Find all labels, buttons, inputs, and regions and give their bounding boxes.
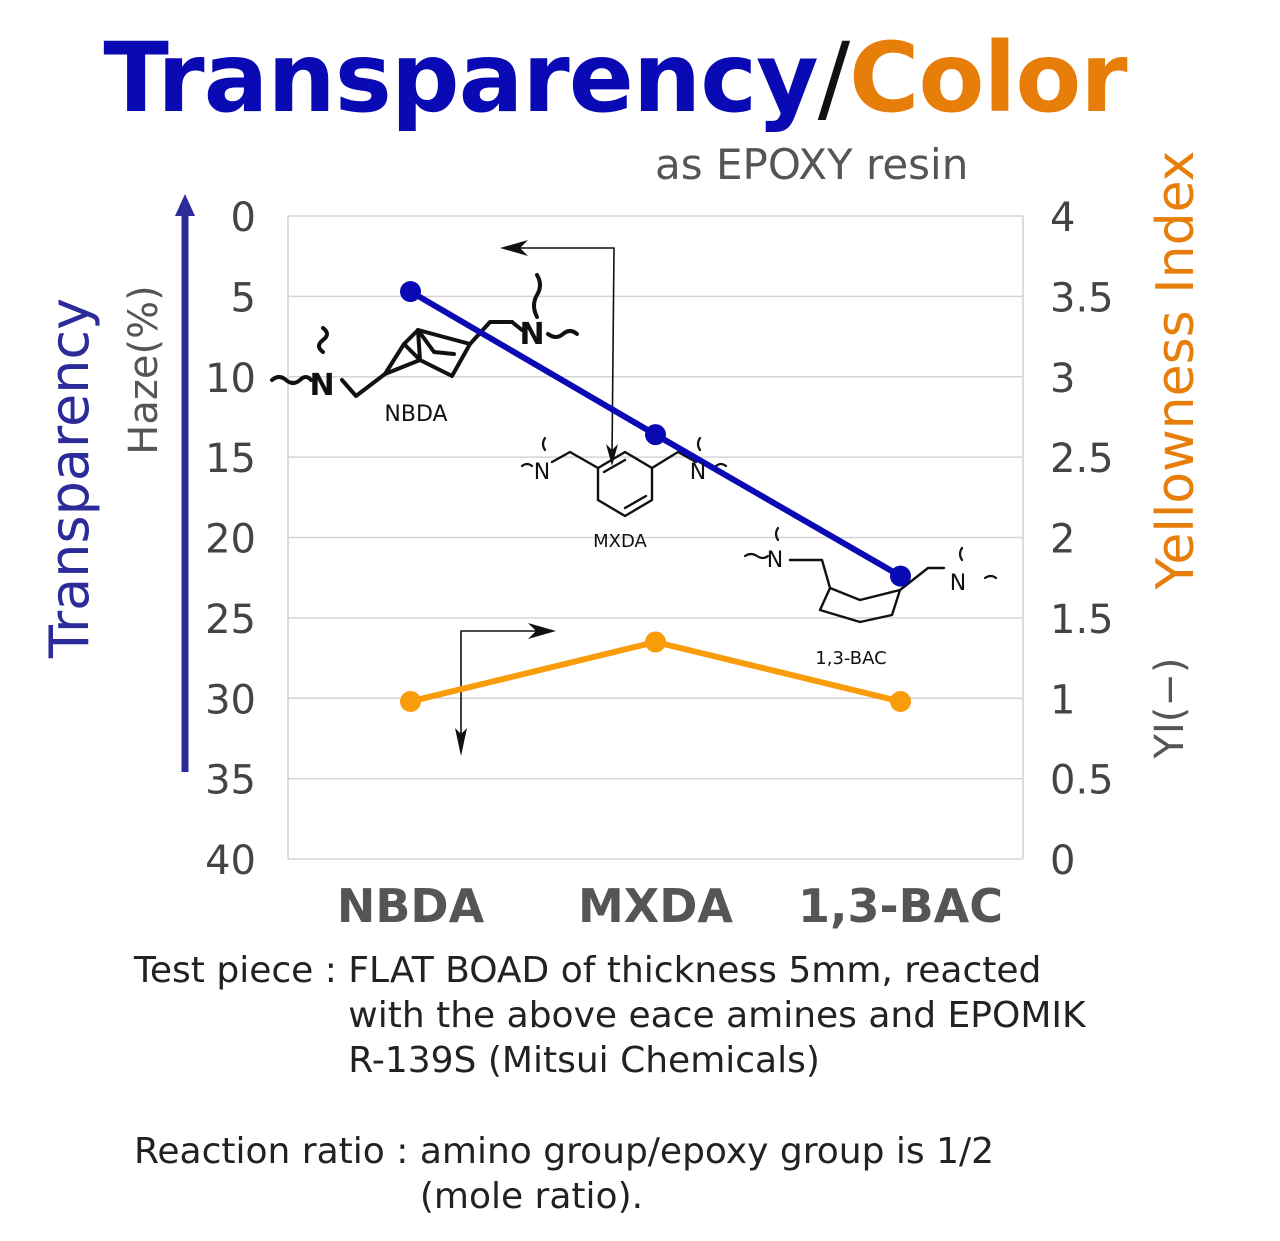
nbda-wavy-bond-left [270,375,313,385]
nitrogen-symbol: N [950,571,966,596]
right-tick-label: 0 [1050,838,1075,884]
left-tick-label: 15 [205,436,256,482]
left-tick-label: 25 [205,597,256,643]
transparency-axis-title: Transparency [38,298,101,659]
yi-pointer-head-right [528,623,556,639]
nbda-n-bonds [510,273,542,332]
series-layer [400,281,911,712]
right-tick-label: 3.5 [1050,275,1114,321]
title-separator: / [817,22,850,134]
left-tick-label: 5 [231,275,256,321]
yellowness-data-point [400,690,421,712]
chart-title: Transparency/Color [0,18,1230,138]
structure-label: NBDA [384,402,447,427]
notes: Test piece : FLAT BOAD of thickness 5mm,… [134,948,1086,1219]
right-tick-label: 2 [1050,517,1075,563]
nitrogen-symbol: N [534,460,550,485]
nitrogen-symbol: N [767,548,783,573]
nitrogen-symbol: N [519,317,544,352]
yi-pointer-head-down [455,728,467,756]
mxda-pointer-head [500,240,528,256]
nbda-wavy-bond-right [546,329,579,339]
left-tick-label: 30 [205,677,256,723]
chart-svg: 0 5 10 15 20 25 30 35 40 0 0.5 1 1.5 2 2.5 3 3.5 4 NBDA MXD… [38,151,1206,933]
test-piece-text: FLAT BOAD of thickness 5mm, reacted with… [348,950,1086,1081]
haze-axis-label: Haze(%) [121,285,167,454]
nitrogen-symbol: N [309,368,334,403]
chart-subtitle: as EPOXY resin [655,140,969,189]
nbda-wavy-bond-top [317,326,329,354]
structure-label: 1,3-BAC [815,648,886,669]
left-tick-label: 0 [231,195,256,241]
axis-layer: 0 5 10 15 20 25 30 35 40 0 0.5 1 1.5 2 2.5 3 3.5 4 NBDA MXD… [38,151,1206,933]
test-piece-label: Test piece : [134,950,349,991]
mxda-ring [596,450,654,518]
left-tick-label: 10 [205,356,256,402]
yellowness-axis-title: Yellowness Index [1146,151,1206,591]
molecule-layer [270,240,998,756]
haze-data-point [400,281,421,303]
left-tick-label: 20 [205,517,256,563]
right-tick-label: 1.5 [1050,597,1114,643]
left-tick-label: 35 [205,758,256,804]
transparency-arrow-head [175,194,195,216]
reaction-ratio-label: Reaction ratio : [134,1131,420,1172]
title-transparency: Transparency [103,22,818,134]
yellowness-data-point [890,690,911,712]
yellowness-data-point [645,631,666,653]
yi-pointer-line [460,630,549,753]
category-label: 1,3-BAC [798,879,1003,933]
nbda-ring [383,328,472,378]
bac-ring [788,558,946,624]
nitrogen-symbol: N [690,460,706,485]
left-tick-label: 40 [205,838,256,884]
yi-axis-label: YI(−) [1147,658,1193,760]
title-color: Color [849,22,1128,134]
mxda-pointer-line [504,247,615,459]
right-tick-label: 3 [1050,356,1075,402]
right-tick-label: 1 [1050,677,1075,723]
haze-data-point [890,565,911,587]
mxda-pointer-tail [606,444,618,466]
nbda-chain [340,320,514,398]
category-label: MXDA [578,879,733,933]
mxda-wavy-bonds [520,436,728,468]
reaction-ratio-text: amino group/epoxy group is 1/2 (mole rat… [419,1131,995,1217]
category-label: NBDA [337,879,485,933]
haze-data-point [645,424,666,446]
mxda-chains [550,450,698,470]
grid-layer [287,215,1024,860]
label-layer: N N N N N N NBDA MXDA 1,3-BAC [309,317,966,669]
right-tick-label: 2.5 [1050,436,1114,482]
right-tick-label: 0.5 [1050,758,1114,804]
right-tick-label: 4 [1050,195,1075,241]
bac-wavy-bonds [743,526,998,580]
structure-label: MXDA [593,531,647,552]
